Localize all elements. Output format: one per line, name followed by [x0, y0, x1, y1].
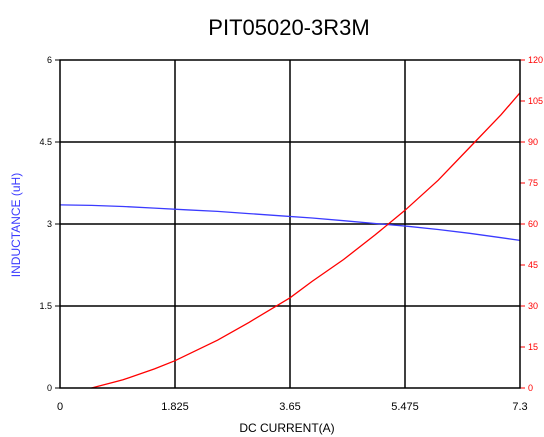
- y-axis-label-left: INDUCTANCE (uH): [9, 173, 23, 277]
- y-tick-label-right: 105: [528, 96, 543, 106]
- y-tick-label-right: 90: [528, 137, 538, 147]
- y-tick-label-right: 30: [528, 301, 538, 311]
- x-axis-label: DC CURRENT(A): [239, 421, 334, 435]
- y-tick-label-left: 0: [47, 383, 52, 393]
- x-tick-label: 5.475: [391, 401, 419, 413]
- chart-title: PIT05020-3R3M: [208, 15, 369, 40]
- y-tick-label-right: 15: [528, 342, 538, 352]
- axis-ticks: 0 1.825 3.65 5.475 7.301.534.560153045607590…: [39, 55, 543, 413]
- y-tick-label-left: 3: [47, 219, 52, 229]
- series-layer: [59, 92, 521, 389]
- plot-frame: [59, 59, 521, 389]
- grid: [60, 60, 520, 388]
- y-tick-label-right: 45: [528, 260, 538, 270]
- y-tick-label-right: 0: [528, 383, 533, 393]
- y-tick-label-left: 1.5: [39, 301, 52, 311]
- series-line-right: [91, 92, 521, 389]
- x-tick-label: 1.825: [161, 401, 189, 413]
- series-line-inductance: [59, 204, 521, 242]
- y-tick-label-left: 6: [47, 55, 52, 65]
- y-tick-label-right: 60: [528, 219, 538, 229]
- x-tick-label: 3.65: [279, 401, 300, 413]
- x-tick-label: 0: [57, 401, 63, 413]
- x-tick-label: 7.3: [512, 401, 527, 413]
- y-tick-label-right: 75: [528, 178, 538, 188]
- y-tick-label-right: 120: [528, 55, 543, 65]
- y-tick-label-left: 4.5: [39, 137, 52, 147]
